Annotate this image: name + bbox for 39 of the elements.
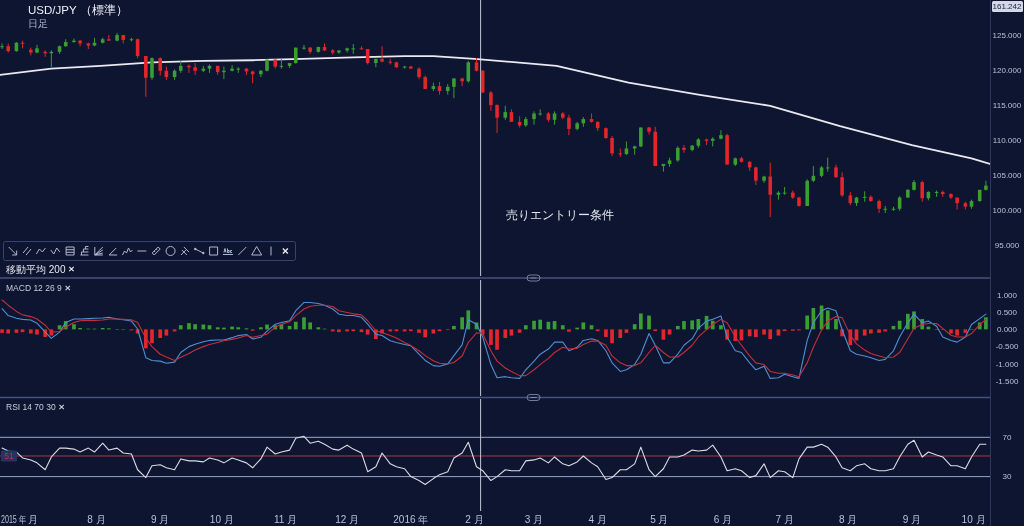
x-tick-label: 8 月 (87, 514, 106, 525)
chart-title: USD/JPY （標準） (28, 4, 128, 17)
x-tick-label: 11 月 (273, 514, 298, 525)
x-tick-label: 月 (27, 514, 38, 525)
text: 161.242 (992, 2, 1023, 12)
ref-line-label: 51 (4, 450, 14, 461)
y-tick-label: -1.500 (995, 376, 1019, 386)
chart-title: RSI 14 70 30 (6, 402, 56, 412)
y-tick-label: 95.000 (994, 240, 1020, 250)
y-tick-label: 30 (1002, 472, 1012, 482)
x-tick-label: 7 月 (775, 514, 794, 525)
x-tick-label: 9 月 (902, 514, 922, 525)
y-tick-label: 0.000 (996, 325, 1018, 335)
y-tick-label: -0.500 (995, 342, 1019, 352)
y-tick-label: 105.000 (992, 170, 1023, 180)
x-tick-label: 12 月 (335, 514, 360, 525)
y-tick-label: 120.000 (992, 65, 1023, 75)
y-tick-label: 70 (1002, 433, 1012, 443)
ref-line-label: 売りエントリー条件 (505, 209, 614, 222)
x-tick-label: 4 月 (588, 514, 607, 525)
x-tick-label: 3 月 (524, 514, 544, 525)
y-tick-label: 125.000 (992, 30, 1023, 40)
x-tick-label: 9 月 (151, 514, 170, 525)
x-tick-label: 10 月 (961, 514, 986, 525)
x-tick-label: 2 月 (465, 514, 484, 525)
x-tick-label: 6 月 (713, 514, 733, 525)
x-tick-label: 10 月 (209, 514, 234, 525)
chart-title: MACD 12 26 9 (6, 283, 63, 293)
legend-label: 移動平均 200 (6, 263, 66, 275)
x-tick-label: 2016 年 (393, 514, 429, 525)
x-tick-label: 8 月 (839, 514, 858, 525)
text: 日足 (28, 18, 48, 29)
y-tick-label: 110.000 (992, 135, 1022, 145)
y-tick-label: 1.000 (996, 290, 1018, 300)
y-tick-label: -1.000 (995, 359, 1019, 369)
y-tick-label: 115.000 (992, 100, 1022, 110)
y-tick-label: 100.000 (992, 205, 1023, 215)
x-tick-label: 5 月 (650, 514, 669, 525)
y-tick-label: 0.500 (996, 307, 1018, 317)
